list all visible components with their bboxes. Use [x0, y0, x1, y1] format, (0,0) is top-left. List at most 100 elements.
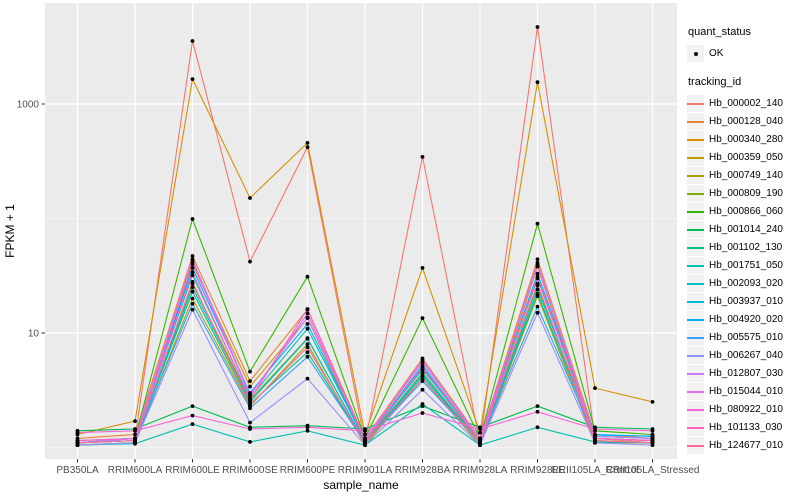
data-point-Hb_000749_140[interactable] — [190, 296, 195, 301]
data-point-Hb_000002_140[interactable] — [305, 145, 310, 150]
data-point-Hb_003937_010[interactable] — [190, 285, 195, 290]
data-point-Hb_124677_010[interactable] — [535, 281, 540, 286]
data-point-Hb_124677_010[interactable] — [75, 440, 80, 445]
data-point-Hb_001014_240[interactable] — [535, 404, 540, 408]
data-point-Hb_000359_050[interactable] — [248, 384, 252, 389]
data-point-Hb_006267_040[interactable] — [420, 387, 425, 392]
data-point-Hb_015044_010[interactable] — [420, 358, 425, 362]
data-point-Hb_000340_280[interactable] — [363, 432, 367, 437]
data-point-Hb_080922_010[interactable] — [650, 428, 655, 433]
data-point-Hb_000002_140[interactable] — [248, 259, 252, 264]
legend-item-Hb_001102_130[interactable]: Hb_001102_130 — [687, 239, 799, 256]
legend-item-Hb_000128_040[interactable]: Hb_000128_040 — [687, 113, 799, 130]
data-point-Hb_015044_010[interactable] — [305, 311, 310, 316]
data-point-Hb_000340_280[interactable] — [593, 386, 597, 390]
data-point-Hb_000340_280[interactable] — [650, 400, 655, 404]
data-point-Hb_001751_050[interactable] — [190, 422, 195, 426]
data-point-Hb_000340_280[interactable] — [248, 196, 252, 200]
data-point-Hb_080922_010[interactable] — [478, 427, 482, 431]
data-point-Hb_012807_030[interactable] — [305, 315, 310, 320]
data-point-Hb_004920_020[interactable] — [535, 271, 540, 276]
data-point-Hb_000866_060[interactable] — [248, 369, 252, 374]
legend-item-Hb_001014_240[interactable]: Hb_001014_240 — [687, 221, 799, 238]
data-point-Hb_015044_010[interactable] — [190, 259, 195, 264]
legend-item-Hb_000359_050[interactable]: Hb_000359_050 — [687, 149, 799, 166]
data-point-Hb_101133_030[interactable] — [248, 398, 252, 402]
data-point-Hb_000002_140[interactable] — [420, 155, 425, 159]
legend-item-Hb_000809_190[interactable]: Hb_000809_190 — [687, 185, 799, 202]
data-point-Hb_000866_060[interactable] — [190, 217, 195, 221]
data-point-Hb_101133_030[interactable] — [305, 307, 310, 311]
legend-item-Hb_006267_040[interactable]: Hb_006267_040 — [687, 347, 799, 364]
legend-item-Hb_080922_010[interactable]: Hb_080922_010 — [687, 401, 799, 418]
data-point-Hb_124677_010[interactable] — [190, 279, 195, 284]
data-point-Hb_000128_040[interactable] — [190, 254, 195, 258]
legend-item-Hb_124677_010[interactable]: Hb_124677_010 — [687, 437, 799, 454]
legend-item-Hb_015044_010[interactable]: Hb_015044_010 — [687, 383, 799, 400]
data-point-Hb_124677_010[interactable] — [650, 440, 655, 445]
data-point-Hb_001751_050[interactable] — [535, 425, 540, 430]
data-point-Hb_101133_030[interactable] — [535, 274, 540, 279]
data-point-Hb_124677_010[interactable] — [363, 440, 367, 445]
data-point-Hb_080922_010[interactable] — [133, 428, 137, 433]
data-point-Hb_000002_140[interactable] — [190, 39, 195, 43]
data-point-Hb_000749_140[interactable] — [305, 342, 310, 346]
data-point-Hb_080922_010[interactable] — [593, 427, 597, 431]
data-point-Hb_001102_130[interactable] — [305, 350, 310, 355]
data-point-Hb_000340_280[interactable] — [535, 80, 540, 85]
data-point-Hb_080922_010[interactable] — [363, 428, 367, 433]
legend-item-Hb_004920_020[interactable]: Hb_004920_020 — [687, 311, 799, 328]
data-point-Hb_001102_130[interactable] — [535, 291, 540, 296]
data-point-Hb_002093_020[interactable] — [305, 326, 310, 331]
data-point-Hb_001751_050[interactable] — [305, 428, 310, 433]
legend-item-Hb_005575_010[interactable]: Hb_005575_010 — [687, 329, 799, 346]
data-point-Hb_101133_030[interactable] — [190, 270, 195, 274]
data-point-Hb_000128_040[interactable] — [133, 432, 137, 437]
data-point-Hb_124677_010[interactable] — [133, 438, 137, 443]
legend-item-Hb_000002_140[interactable]: Hb_000002_140 — [687, 95, 799, 112]
data-point-Hb_001102_130[interactable] — [190, 289, 195, 294]
data-point-Hb_006267_040[interactable] — [190, 307, 195, 312]
data-point-Hb_000002_140[interactable] — [535, 25, 540, 29]
data-point-Hb_080922_010[interactable] — [420, 411, 425, 415]
data-point-Hb_124677_010[interactable] — [478, 440, 482, 445]
data-point-Hb_000340_280[interactable] — [133, 419, 137, 423]
data-point-Hb_003937_010[interactable] — [535, 287, 540, 292]
legend-item-Hb_000866_060[interactable]: Hb_000866_060 — [687, 203, 799, 220]
legend-item-Hb_003937_010[interactable]: Hb_003937_010 — [687, 293, 799, 310]
data-point-Hb_006267_040[interactable] — [305, 376, 310, 381]
data-point-Hb_080922_010[interactable] — [75, 430, 80, 435]
data-point-Hb_000128_040[interactable] — [248, 379, 252, 383]
data-point-Hb_080922_010[interactable] — [535, 409, 540, 414]
data-point-Hb_001751_050[interactable] — [420, 402, 425, 406]
data-point-Hb_005575_010[interactable] — [190, 301, 195, 306]
legend-item-Hb_012807_030[interactable]: Hb_012807_030 — [687, 365, 799, 382]
data-point-Hb_004920_020[interactable] — [305, 322, 310, 326]
legend-item-Hb_101133_030[interactable]: Hb_101133_030 — [687, 419, 799, 436]
data-point-Hb_000866_060[interactable] — [535, 221, 540, 226]
data-point-Hb_124677_010[interactable] — [593, 438, 597, 443]
data-point-Hb_000128_040[interactable] — [535, 257, 540, 262]
data-point-Hb_006267_040[interactable] — [535, 310, 540, 315]
data-point-Hb_001014_240[interactable] — [190, 404, 195, 408]
data-point-Hb_002093_020[interactable] — [190, 273, 195, 278]
data-point-Hb_080922_010[interactable] — [190, 413, 195, 418]
data-point-Hb_005575_010[interactable] — [248, 406, 252, 411]
data-point-Hb_080922_010[interactable] — [248, 427, 252, 431]
data-point-Hb_001751_050[interactable] — [248, 440, 252, 444]
legend-item-ok[interactable]: OK — [687, 45, 799, 62]
data-point-Hb_005575_010[interactable] — [305, 354, 310, 359]
legend-item-Hb_001751_050[interactable]: Hb_001751_050 — [687, 257, 799, 274]
data-point-Hb_015044_010[interactable] — [248, 394, 252, 399]
data-point-Hb_124677_010[interactable] — [420, 376, 425, 381]
data-point-Hb_003937_010[interactable] — [305, 336, 310, 341]
data-point-Hb_015044_010[interactable] — [535, 260, 540, 265]
data-point-Hb_012807_030[interactable] — [420, 360, 425, 365]
data-point-Hb_006267_040[interactable] — [248, 420, 252, 425]
data-point-Hb_080922_010[interactable] — [305, 425, 310, 430]
data-point-Hb_003937_010[interactable] — [420, 371, 425, 376]
data-point-Hb_124677_010[interactable] — [248, 403, 252, 407]
legend-item-Hb_000340_280[interactable]: Hb_000340_280 — [687, 131, 799, 148]
data-point-Hb_000340_280[interactable] — [478, 430, 482, 435]
data-point-Hb_005575_010[interactable] — [535, 304, 540, 309]
